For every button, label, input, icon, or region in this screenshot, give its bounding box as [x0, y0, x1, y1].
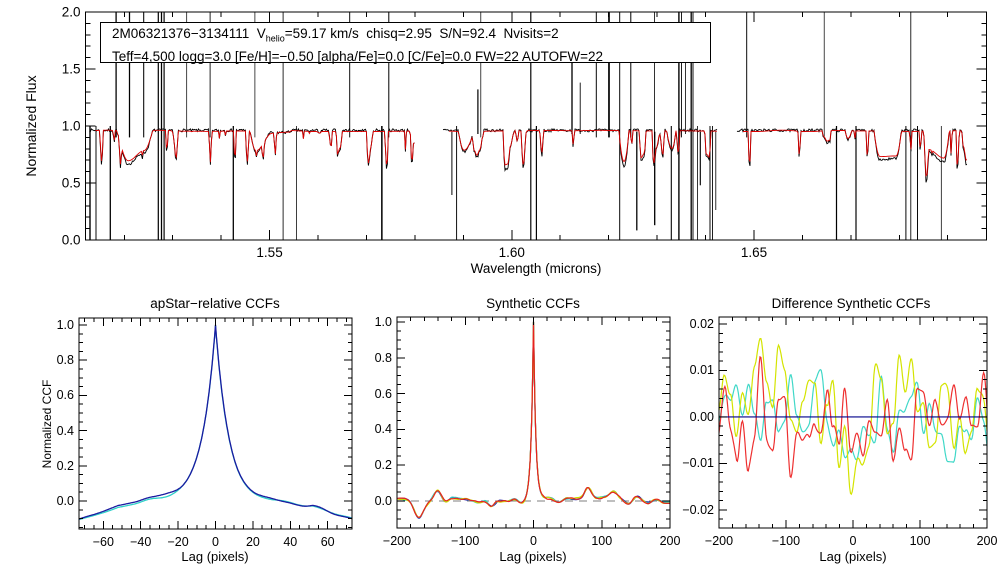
info-line-2: Teff=4,500 logg=3.0 [Fe/H]=−0.50 [alpha/… — [112, 48, 604, 64]
ccf-visit-line — [79, 325, 352, 521]
apstar-ccf-title: apStar−relative CCFs — [150, 296, 280, 311]
diff-ccf-visit-1-line — [719, 368, 987, 463]
spectrum-axes — [85, 11, 987, 241]
vhelio-subscript: helio — [265, 33, 285, 44]
star-id-and-vhelio: 2M06321376−3134111 V — [112, 26, 266, 41]
synthetic-ccf-x-axis-label: Lag (pixels) — [499, 549, 567, 564]
synth-ccf-best-line — [397, 321, 670, 519]
spectrum-x-axis-label: Wavelength (microns) — [470, 261, 602, 276]
synthetic-ccf-axes — [396, 316, 671, 529]
apstar-ccf-axes — [78, 317, 353, 530]
apstar-ccf-y-axis-label: Normalized CCF — [40, 379, 54, 469]
observed-spectrum-line — [89, 127, 968, 183]
velocity-stats: =59.17 km/s chisq=2.95 S/N=92.4 Nvisits=… — [284, 26, 559, 41]
synthetic-ccf-title: Synthetic CCFs — [486, 296, 580, 311]
synthetic-ccf-series — [397, 321, 670, 519]
diff-ccf-best-line — [719, 355, 987, 479]
spectrum-info-box: 2M06321376−3134111 Vhelio=59.17 km/s chi… — [100, 22, 711, 64]
difference-ccf-series — [719, 338, 987, 496]
spectrum-y-axis-label: Normalized Flux — [23, 75, 39, 177]
apstar-ccf-x-axis-label: Lag (pixels) — [181, 549, 249, 564]
model-spectrum-line — [95, 129, 968, 177]
difference-ccf-axes — [718, 316, 988, 529]
apstar-ccf-series — [79, 324, 352, 521]
diff-ccf-visit-2-line — [719, 338, 987, 496]
info-line-1: 2M06321376−3134111 Vhelio=59.17 km/s chi… — [112, 25, 710, 48]
difference-ccf-x-axis-label: Lag (pixels) — [819, 549, 887, 564]
difference-ccf-title: Difference Synthetic CCFs — [771, 296, 931, 311]
ccf-combined-line — [79, 324, 352, 520]
